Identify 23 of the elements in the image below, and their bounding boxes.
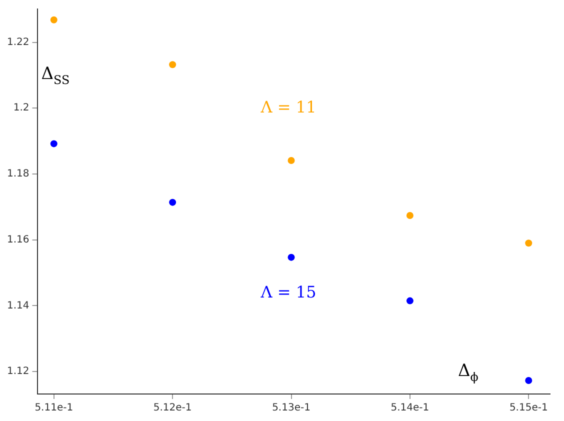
text: Λ = 11 [260,97,316,116]
x-tick-label: 5.14e-1 [390,402,430,414]
x-tick-label: 5.11e-1 [34,402,74,414]
x-tick-label: 5.12e-1 [153,402,192,414]
y-tick-label: 1.12 [7,366,30,378]
x-tick-label: 5.15e-1 [509,402,548,414]
point [50,140,58,148]
point [288,254,295,261]
point [525,376,532,384]
point [169,61,176,68]
y-tick-label: 1.2 [13,102,30,114]
y-tick-label: 1.16 [7,234,30,246]
point [406,212,414,219]
point [525,240,532,247]
series-label: Λ = 15 [260,282,316,302]
y-tick-label: 1.22 [7,36,30,48]
point [288,156,295,164]
point [406,297,414,304]
y-tick-label: 1.14 [7,300,30,312]
y-tick-label: 1.18 [7,168,30,180]
point [50,16,58,24]
point [169,198,176,206]
x-tick-label: 5.13e-1 [272,402,310,414]
